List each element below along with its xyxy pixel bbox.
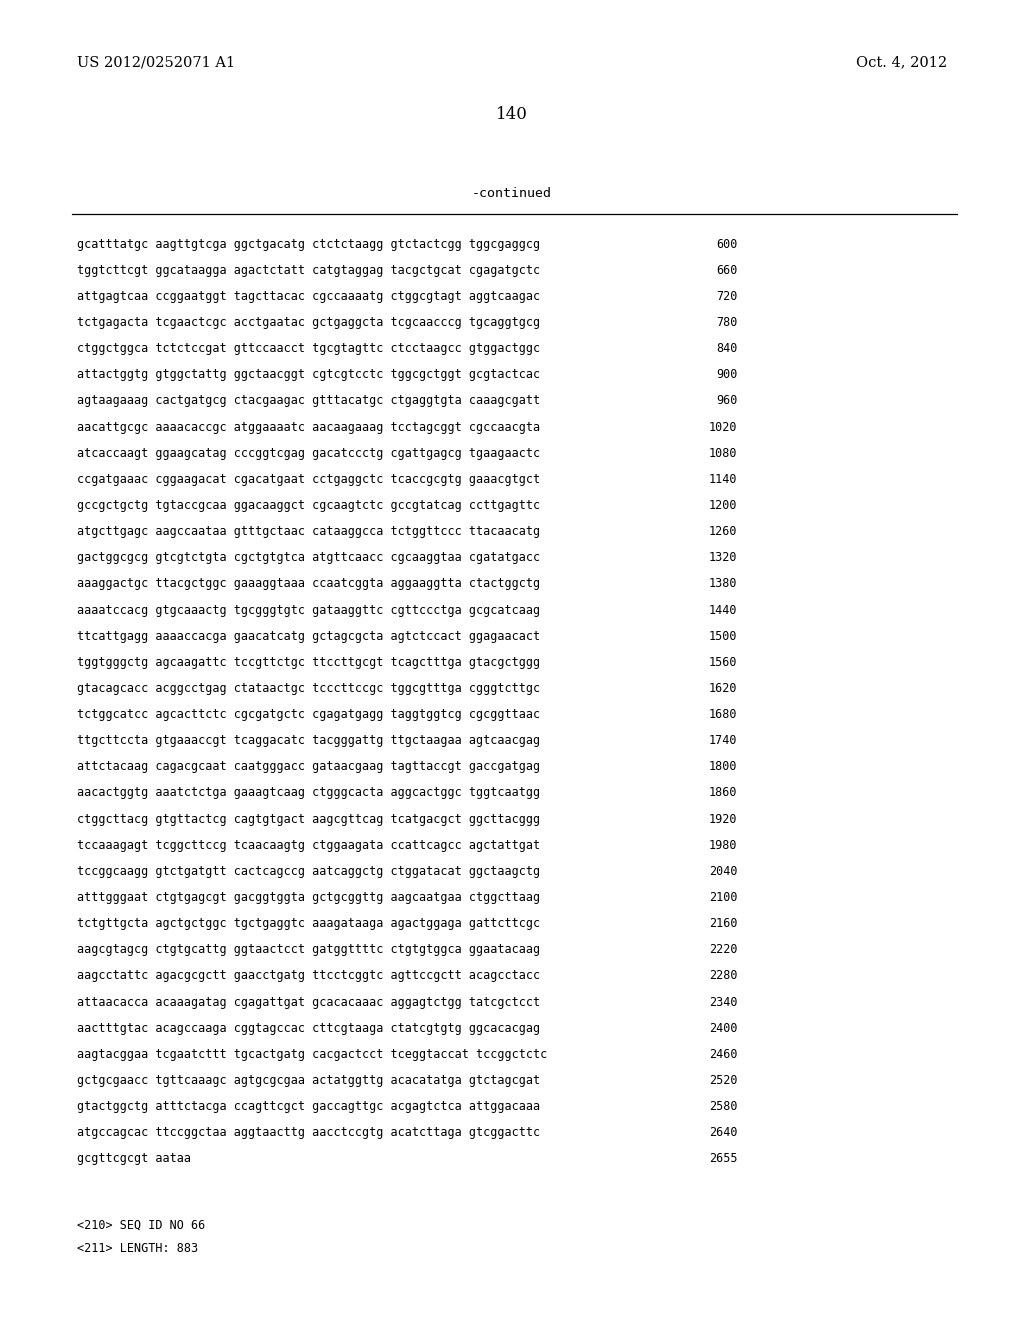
Text: gccgctgctg tgtaccgcaa ggacaaggct cgcaagtctc gccgtatcag ccttgagttc: gccgctgctg tgtaccgcaa ggacaaggct cgcaagt… <box>77 499 540 512</box>
Text: 2100: 2100 <box>709 891 737 904</box>
Text: 1140: 1140 <box>709 473 737 486</box>
Text: Oct. 4, 2012: Oct. 4, 2012 <box>856 55 947 70</box>
Text: aacactggtg aaatctctga gaaagtcaag ctgggcacta aggcactggc tggtcaatgg: aacactggtg aaatctctga gaaagtcaag ctgggca… <box>77 787 540 800</box>
Text: 1440: 1440 <box>709 603 737 616</box>
Text: 2400: 2400 <box>709 1022 737 1035</box>
Text: 2340: 2340 <box>709 995 737 1008</box>
Text: <211> LENGTH: 883: <211> LENGTH: 883 <box>77 1242 198 1255</box>
Text: 600: 600 <box>716 238 737 251</box>
Text: 1320: 1320 <box>709 552 737 564</box>
Text: 1860: 1860 <box>709 787 737 800</box>
Text: atgcttgagc aagccaataa gtttgctaac cataaggcca tctggttccc ttacaacatg: atgcttgagc aagccaataa gtttgctaac cataagg… <box>77 525 540 539</box>
Text: gcgttcgcgt aataa: gcgttcgcgt aataa <box>77 1152 190 1166</box>
Text: 840: 840 <box>716 342 737 355</box>
Text: 140: 140 <box>496 106 528 123</box>
Text: 1260: 1260 <box>709 525 737 539</box>
Text: 1740: 1740 <box>709 734 737 747</box>
Text: 2280: 2280 <box>709 969 737 982</box>
Text: tctgagacta tcgaactcgc acctgaatac gctgaggcta tcgcaacccg tgcaggtgcg: tctgagacta tcgaactcgc acctgaatac gctgagg… <box>77 315 540 329</box>
Text: 900: 900 <box>716 368 737 381</box>
Text: 2160: 2160 <box>709 917 737 931</box>
Text: 1500: 1500 <box>709 630 737 643</box>
Text: aaaatccacg gtgcaaactg tgcgggtgtc gataaggttc cgttccctga gcgcatcaag: aaaatccacg gtgcaaactg tgcgggtgtc gataagg… <box>77 603 540 616</box>
Text: attactggtg gtggctattg ggctaacggt cgtcgtcctc tggcgctggt gcgtactcac: attactggtg gtggctattg ggctaacggt cgtcgtc… <box>77 368 540 381</box>
Text: aagcgtagcg ctgtgcattg ggtaactcct gatggttttc ctgtgtggca ggaatacaag: aagcgtagcg ctgtgcattg ggtaactcct gatggtt… <box>77 944 540 956</box>
Text: 2640: 2640 <box>709 1126 737 1139</box>
Text: US 2012/0252071 A1: US 2012/0252071 A1 <box>77 55 234 70</box>
Text: -continued: -continued <box>472 187 552 201</box>
Text: 780: 780 <box>716 315 737 329</box>
Text: gctgcgaacc tgttcaaagc agtgcgcgaa actatggttg acacatatga gtctagcgat: gctgcgaacc tgttcaaagc agtgcgcgaa actatgg… <box>77 1074 540 1086</box>
Text: tggtcttcgt ggcataagga agactctatt catgtaggag tacgctgcat cgagatgctc: tggtcttcgt ggcataagga agactctatt catgtag… <box>77 264 540 277</box>
Text: 720: 720 <box>716 290 737 302</box>
Text: aacattgcgc aaaacaccgc atggaaaatc aacaagaaag tcctagcggt cgccaacgta: aacattgcgc aaaacaccgc atggaaaatc aacaaga… <box>77 421 540 433</box>
Text: attaacacca acaaagatag cgagattgat gcacacaaac aggagtctgg tatcgctcct: attaacacca acaaagatag cgagattgat gcacaca… <box>77 995 540 1008</box>
Text: ccgatgaaac cggaagacat cgacatgaat cctgaggctc tcaccgcgtg gaaacgtgct: ccgatgaaac cggaagacat cgacatgaat cctgagg… <box>77 473 540 486</box>
Text: 1080: 1080 <box>709 446 737 459</box>
Text: ttgcttccta gtgaaaccgt tcaggacatc tacgggattg ttgctaagaa agtcaacgag: ttgcttccta gtgaaaccgt tcaggacatc tacggga… <box>77 734 540 747</box>
Text: 2040: 2040 <box>709 865 737 878</box>
Text: attctacaag cagacgcaat caatgggacc gataacgaag tagttaccgt gaccgatgag: attctacaag cagacgcaat caatgggacc gataacg… <box>77 760 540 774</box>
Text: 1800: 1800 <box>709 760 737 774</box>
Text: tccggcaagg gtctgatgtt cactcagccg aatcaggctg ctggatacat ggctaagctg: tccggcaagg gtctgatgtt cactcagccg aatcagg… <box>77 865 540 878</box>
Text: 1560: 1560 <box>709 656 737 669</box>
Text: atgccagcac ttccggctaa aggtaacttg aacctccgtg acatcttaga gtcggacttc: atgccagcac ttccggctaa aggtaacttg aacctcc… <box>77 1126 540 1139</box>
Text: tccaaagagt tcggcttccg tcaacaagtg ctggaagata ccattcagcc agctattgat: tccaaagagt tcggcttccg tcaacaagtg ctggaag… <box>77 838 540 851</box>
Text: 1380: 1380 <box>709 577 737 590</box>
Text: gtactggctg atttctacga ccagttcgct gaccagttgc acgagtctca attggacaaa: gtactggctg atttctacga ccagttcgct gaccagt… <box>77 1100 540 1113</box>
Text: gcatttatgc aagttgtcga ggctgacatg ctctctaagg gtctactcgg tggcgaggcg: gcatttatgc aagttgtcga ggctgacatg ctctcta… <box>77 238 540 251</box>
Text: tctggcatcc agcacttctc cgcgatgctc cgagatgagg taggtggtcg cgcggttaac: tctggcatcc agcacttctc cgcgatgctc cgagatg… <box>77 708 540 721</box>
Text: 960: 960 <box>716 395 737 408</box>
Text: 1020: 1020 <box>709 421 737 433</box>
Text: 1920: 1920 <box>709 813 737 825</box>
Text: 2580: 2580 <box>709 1100 737 1113</box>
Text: aaaggactgc ttacgctggc gaaaggtaaa ccaatcggta aggaaggtta ctactggctg: aaaggactgc ttacgctggc gaaaggtaaa ccaatcg… <box>77 577 540 590</box>
Text: aactttgtac acagccaaga cggtagccac cttcgtaaga ctatcgtgtg ggcacacgag: aactttgtac acagccaaga cggtagccac cttcgta… <box>77 1022 540 1035</box>
Text: aagtacggaa tcgaatcttt tgcactgatg cacgactcct tceggtaccat tccggctctc: aagtacggaa tcgaatcttt tgcactgatg cacgact… <box>77 1048 547 1061</box>
Text: 2655: 2655 <box>709 1152 737 1166</box>
Text: ttcattgagg aaaaccacga gaacatcatg gctagcgcta agtctccact ggagaacact: ttcattgagg aaaaccacga gaacatcatg gctagcg… <box>77 630 540 643</box>
Text: 2220: 2220 <box>709 944 737 956</box>
Text: tctgttgcta agctgctggc tgctgaggtc aaagataaga agactggaga gattcttcgc: tctgttgcta agctgctggc tgctgaggtc aaagata… <box>77 917 540 931</box>
Text: ctggctggca tctctccgat gttccaacct tgcgtagttc ctcctaagcc gtggactggc: ctggctggca tctctccgat gttccaacct tgcgtag… <box>77 342 540 355</box>
Text: tggtgggctg agcaagattc tccgttctgc ttccttgcgt tcagctttga gtacgctggg: tggtgggctg agcaagattc tccgttctgc ttccttg… <box>77 656 540 669</box>
Text: ctggcttacg gtgttactcg cagtgtgact aagcgttcag tcatgacgct ggcttacggg: ctggcttacg gtgttactcg cagtgtgact aagcgtt… <box>77 813 540 825</box>
Text: agtaagaaag cactgatgcg ctacgaagac gtttacatgc ctgaggtgta caaagcgatt: agtaagaaag cactgatgcg ctacgaagac gtttaca… <box>77 395 540 408</box>
Text: 1200: 1200 <box>709 499 737 512</box>
Text: 660: 660 <box>716 264 737 277</box>
Text: atcaccaagt ggaagcatag cccggtcgag gacatccctg cgattgagcg tgaagaactc: atcaccaagt ggaagcatag cccggtcgag gacatcc… <box>77 446 540 459</box>
Text: 1680: 1680 <box>709 708 737 721</box>
Text: <210> SEQ ID NO 66: <210> SEQ ID NO 66 <box>77 1218 205 1232</box>
Text: gactggcgcg gtcgtctgta cgctgtgtca atgttcaacc cgcaaggtaa cgatatgacc: gactggcgcg gtcgtctgta cgctgtgtca atgttca… <box>77 552 540 564</box>
Text: aagcctattc agacgcgctt gaacctgatg ttcctcggtc agttccgctt acagcctacc: aagcctattc agacgcgctt gaacctgatg ttcctcg… <box>77 969 540 982</box>
Text: gtacagcacc acggcctgag ctataactgc tcccttccgc tggcgtttga cgggtcttgc: gtacagcacc acggcctgag ctataactgc tcccttc… <box>77 682 540 694</box>
Text: attgagtcaa ccggaatggt tagcttacac cgccaaaatg ctggcgtagt aggtcaagac: attgagtcaa ccggaatggt tagcttacac cgccaaa… <box>77 290 540 302</box>
Text: 2460: 2460 <box>709 1048 737 1061</box>
Text: 2520: 2520 <box>709 1074 737 1086</box>
Text: atttgggaat ctgtgagcgt gacggtggta gctgcggttg aagcaatgaa ctggcttaag: atttgggaat ctgtgagcgt gacggtggta gctgcgg… <box>77 891 540 904</box>
Text: 1620: 1620 <box>709 682 737 694</box>
Text: 1980: 1980 <box>709 838 737 851</box>
